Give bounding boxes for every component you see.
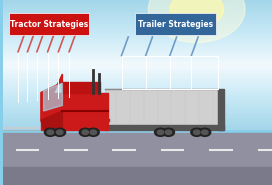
Circle shape <box>170 0 224 28</box>
Circle shape <box>149 0 245 43</box>
FancyBboxPatch shape <box>135 13 216 35</box>
Circle shape <box>165 130 172 134</box>
Circle shape <box>163 128 174 136</box>
Circle shape <box>193 130 200 134</box>
Circle shape <box>57 130 63 134</box>
Polygon shape <box>41 74 62 120</box>
Circle shape <box>90 130 97 134</box>
Circle shape <box>157 130 164 134</box>
Circle shape <box>54 128 66 136</box>
Polygon shape <box>44 83 62 111</box>
Circle shape <box>87 128 99 136</box>
Circle shape <box>47 130 54 134</box>
FancyBboxPatch shape <box>9 13 89 35</box>
Circle shape <box>202 130 208 134</box>
Circle shape <box>44 128 56 136</box>
Bar <box>62 82 100 93</box>
Circle shape <box>82 130 88 134</box>
Circle shape <box>191 128 203 136</box>
Bar <box>41 92 108 130</box>
Circle shape <box>79 128 91 136</box>
Polygon shape <box>41 111 62 130</box>
Bar <box>105 125 224 130</box>
Text: Tractor Strategies: Tractor Strategies <box>10 20 88 28</box>
Circle shape <box>199 128 211 136</box>
Circle shape <box>154 128 166 136</box>
Bar <box>3 166 272 185</box>
Bar <box>218 89 224 130</box>
Text: Trailer Strategies: Trailer Strategies <box>138 20 213 28</box>
Bar <box>3 133 272 185</box>
Bar <box>105 89 218 130</box>
